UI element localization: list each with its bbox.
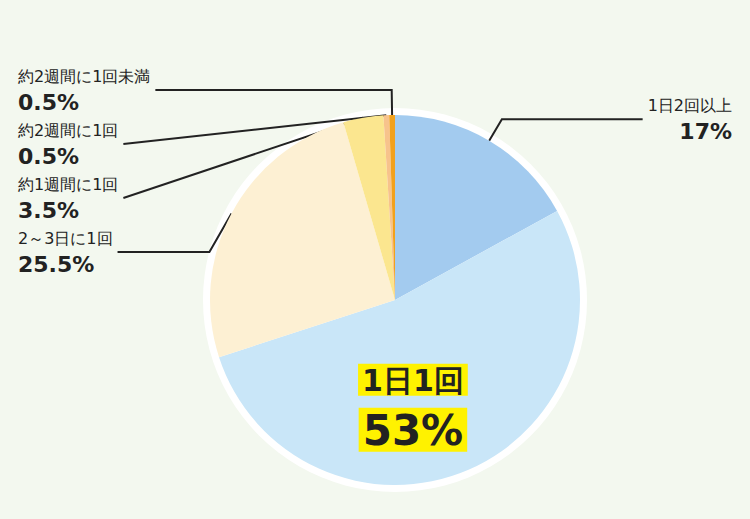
svg-text:25.5%: 25.5% bbox=[18, 252, 94, 277]
svg-text:1日1回: 1日1回 bbox=[362, 363, 464, 398]
svg-text:2～3日に1回: 2～3日に1回 bbox=[18, 229, 113, 248]
svg-text:1日2回以上: 1日2回以上 bbox=[648, 96, 732, 115]
svg-text:17%: 17% bbox=[679, 119, 732, 144]
svg-text:53%: 53% bbox=[363, 406, 464, 455]
svg-text:約1週間に1回: 約1週間に1回 bbox=[18, 175, 118, 194]
svg-text:約2週間に1回: 約2週間に1回 bbox=[18, 121, 118, 140]
svg-text:0.5%: 0.5% bbox=[18, 144, 79, 169]
svg-text:0.5%: 0.5% bbox=[18, 90, 79, 115]
svg-text:3.5%: 3.5% bbox=[18, 198, 79, 223]
svg-text:約2週間に1回未満: 約2週間に1回未満 bbox=[18, 67, 150, 86]
